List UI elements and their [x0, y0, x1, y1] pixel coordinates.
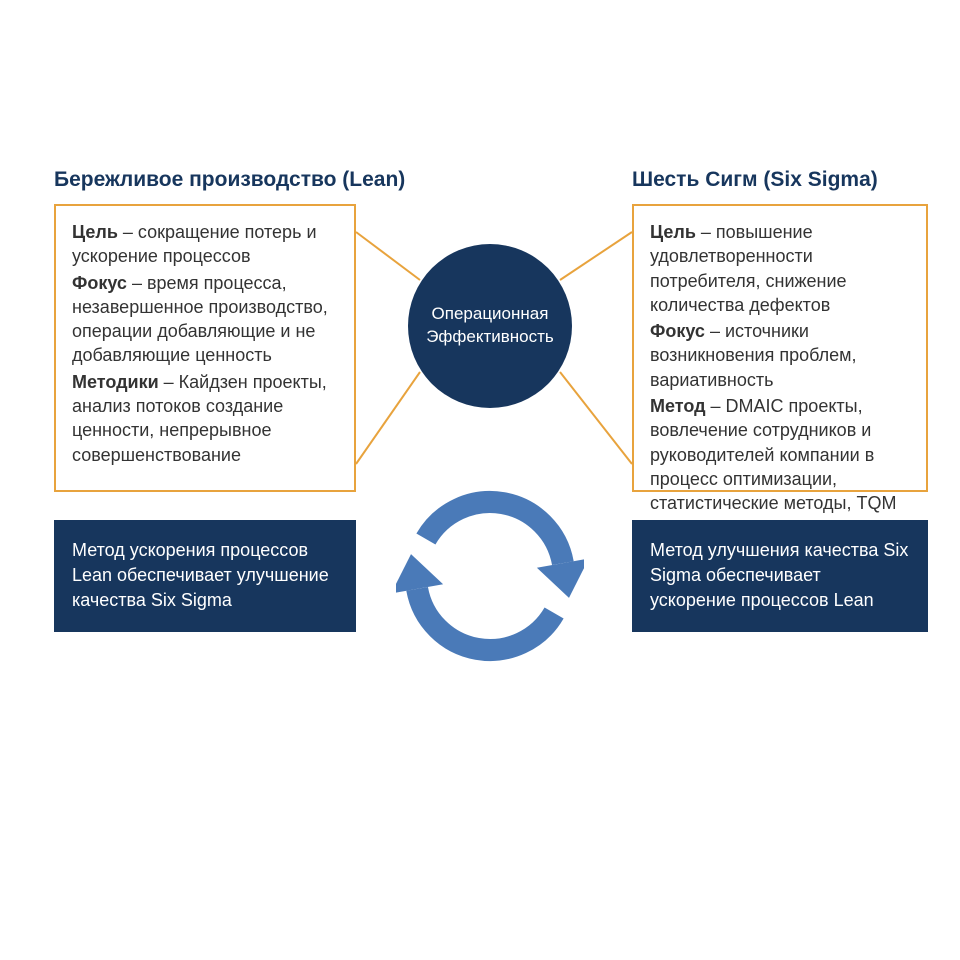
- box-item: Методики – Кайдзен проекты, анализ поток…: [72, 370, 338, 467]
- item-label: Методики: [72, 372, 159, 392]
- center-line2: Эффективность: [426, 326, 554, 349]
- left-title: Бережливое производство (Lean): [54, 168, 405, 192]
- diagram-canvas: Бережливое производство (Lean) Шесть Сиг…: [0, 0, 960, 960]
- box-item: Цель – повышение удовлетворенности потре…: [650, 220, 910, 317]
- item-label: Метод: [650, 396, 706, 416]
- item-label: Фокус: [72, 273, 127, 293]
- right-title: Шесть Сигм (Six Sigma): [632, 168, 878, 192]
- box-item: Метод – DMAIC проекты, вовлечение сотруд…: [650, 394, 910, 515]
- cycle-arrows-icon: [396, 482, 584, 670]
- box-item: Фокус – источники возникновения проблем,…: [650, 319, 910, 392]
- center-circle: Операционная Эффективность: [408, 244, 572, 408]
- item-label: Цель: [72, 222, 118, 242]
- item-label: Фокус: [650, 321, 705, 341]
- center-line1: Операционная: [432, 303, 549, 326]
- lean-summary-box: Метод ускорения процессов Lean обеспечив…: [54, 520, 356, 632]
- six-sigma-box: Цель – повышение удовлетворенности потре…: [632, 204, 928, 492]
- item-label: Цель: [650, 222, 696, 242]
- box-item: Фокус – время процесса, незавершенное пр…: [72, 271, 338, 368]
- box-item: Цель – сокращение потерь и ускорение про…: [72, 220, 338, 269]
- lean-box: Цель – сокращение потерь и ускорение про…: [54, 204, 356, 492]
- six-sigma-summary-box: Метод улучшения качества Six Sigma обесп…: [632, 520, 928, 632]
